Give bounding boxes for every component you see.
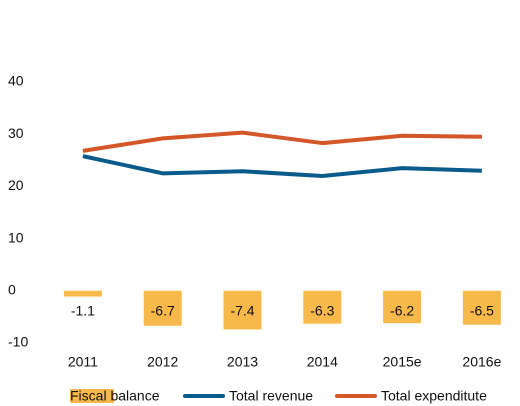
legend-label: Total revenue bbox=[229, 388, 313, 404]
data-label: -6.7 bbox=[151, 302, 175, 318]
y-tick-label: 40 bbox=[8, 73, 24, 89]
bar bbox=[383, 290, 422, 324]
bar bbox=[462, 290, 501, 325]
y-tick-label: 20 bbox=[8, 177, 24, 193]
legend-label: Fiscal balance bbox=[70, 388, 160, 404]
x-tick-label: 2012 bbox=[147, 354, 178, 370]
data-label: -1.1 bbox=[71, 302, 95, 318]
bar bbox=[303, 290, 342, 324]
line bbox=[82, 130, 482, 153]
y-tick-label: 0 bbox=[8, 282, 16, 298]
data-label: -6.2 bbox=[390, 302, 414, 318]
bar bbox=[63, 290, 102, 297]
x-tick-label: 2011 bbox=[68, 354, 98, 370]
legend-label: Total expenditute bbox=[381, 388, 487, 404]
y-tick-label: -10 bbox=[8, 334, 28, 350]
x-tick-label: 2013 bbox=[227, 354, 258, 370]
bar bbox=[223, 290, 262, 330]
x-tick-label: 2016e bbox=[462, 354, 501, 370]
legend-swatch bbox=[70, 389, 114, 403]
bar bbox=[143, 290, 182, 326]
data-label: -6.5 bbox=[470, 302, 494, 318]
y-tick-label: 30 bbox=[8, 125, 24, 141]
line bbox=[82, 154, 482, 178]
x-tick-label: 2015e bbox=[383, 354, 422, 370]
data-label: -6.3 bbox=[310, 302, 334, 318]
data-label: -7.4 bbox=[230, 302, 254, 318]
y-tick-label: 10 bbox=[8, 229, 24, 245]
x-tick-label: 2014 bbox=[307, 354, 338, 370]
